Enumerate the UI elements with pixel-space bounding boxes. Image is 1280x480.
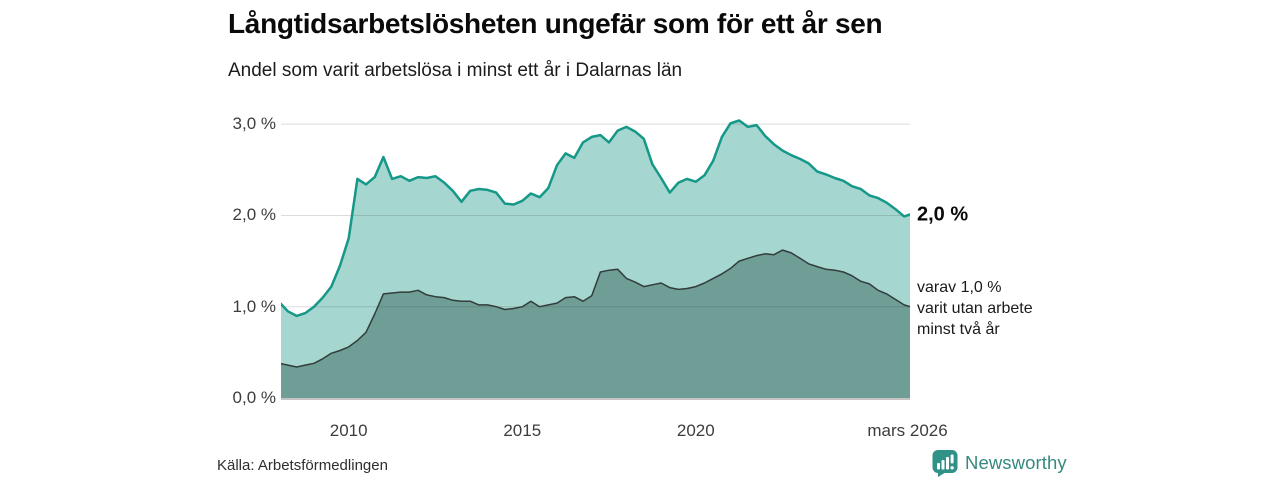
x-tick-label: 2015	[503, 421, 542, 440]
y-tick-label: 0,0 %	[232, 388, 276, 407]
y-tick-label: 1,0 %	[232, 296, 276, 316]
page-title: Långtidsarbetslösheten ungefär som för e…	[228, 8, 883, 39]
line-end-label-total: 2,0 %	[917, 203, 969, 226]
area-chart-plot	[281, 119, 910, 400]
y-tick-label: 3,0 %	[232, 114, 276, 134]
line-end-label-subseries: varav 1,0 % varit utan arbete minst två …	[917, 277, 1033, 340]
x-tick-label: 2010	[329, 421, 368, 440]
x-tick-label: mars 2026	[867, 421, 948, 440]
source-label: Källa: Arbetsförmedlingen	[217, 457, 388, 474]
newsworthy-icon	[932, 450, 958, 477]
annotation-line-3: minst två år	[917, 321, 1000, 338]
annotation-line-1: varav 1,0 %	[917, 279, 1002, 296]
x-tick-label: 2020	[676, 421, 715, 440]
subseries-line	[281, 249, 910, 368]
chart-subtitle: Andel som varit arbetslösa i minst ett å…	[228, 60, 683, 81]
newsworthy-logo: Newsworthy	[932, 449, 1067, 477]
annotation-line-2: varit utan arbete	[917, 300, 1033, 317]
total-line	[281, 119, 910, 318]
y-tick-label: 2,0 %	[232, 205, 276, 225]
subseries-area	[281, 250, 910, 398]
brand-name: Newsworthy	[965, 452, 1067, 473]
